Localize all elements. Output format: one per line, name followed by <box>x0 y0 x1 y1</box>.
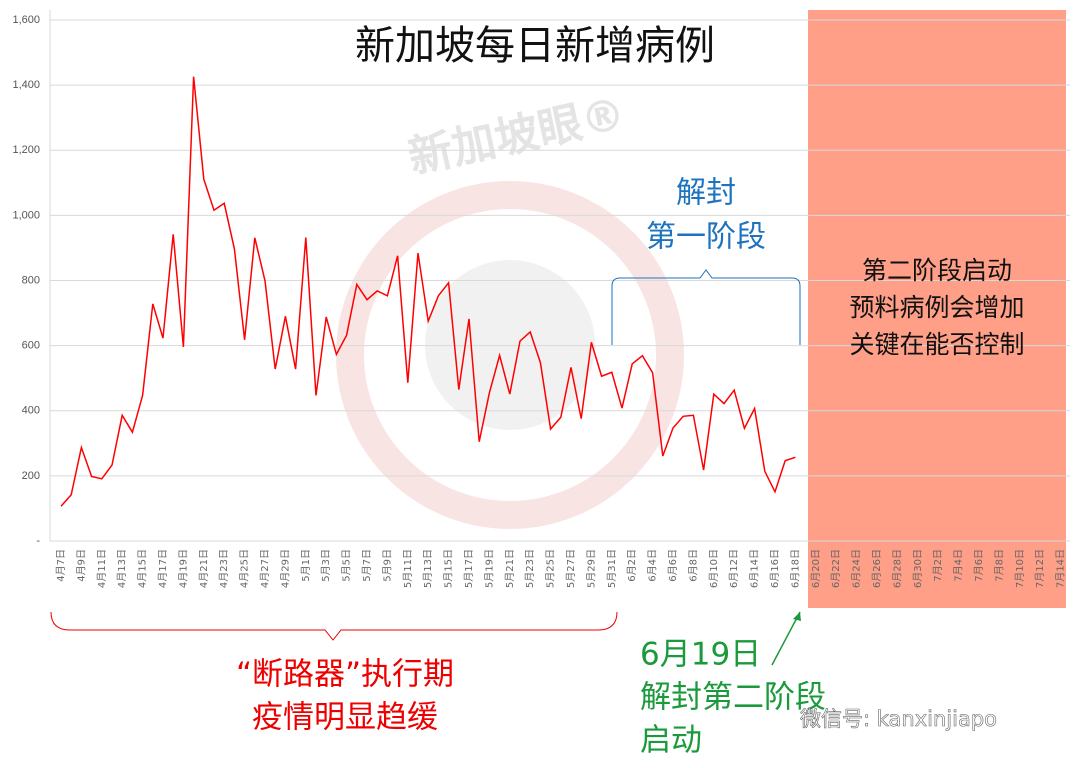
x-tick-label: 5月23日 <box>524 549 536 588</box>
annotation: 解封第二阶段 <box>640 680 826 716</box>
x-tick-label: 5月15日 <box>443 549 455 588</box>
x-tick-label: 6月4日 <box>647 549 659 582</box>
x-tick-label: 5月11日 <box>402 549 414 588</box>
annotation: 6月19日 <box>640 637 761 673</box>
brace <box>50 611 618 641</box>
annotation: 预料病例会增加 <box>849 293 1024 322</box>
y-tick-label: 1,600 <box>12 14 40 26</box>
x-tick-label: 5月13日 <box>422 549 434 588</box>
x-tick-label: 6月22日 <box>830 549 842 588</box>
annotation: 解封 <box>676 176 736 211</box>
watermark-logo <box>336 181 684 529</box>
x-tick-label: 4月21日 <box>198 549 210 588</box>
x-tick-label: 7月14日 <box>1055 549 1067 588</box>
arrow-head <box>793 612 801 621</box>
y-tick-label: 200 <box>22 470 40 482</box>
annotation: 疫情明显趋缓 <box>252 700 438 736</box>
annotation: 第二阶段启动 <box>862 256 1012 285</box>
x-tick-label: 4月29日 <box>279 549 291 588</box>
x-tick-label: 7月10日 <box>1014 549 1026 588</box>
x-tick-label: 7月6日 <box>973 549 985 582</box>
x-tick-label: 4月11日 <box>96 549 108 588</box>
watermark: 新加坡眼® <box>404 88 630 184</box>
x-tick-label: 7月2日 <box>932 549 944 582</box>
x-tick-label: 6月18日 <box>789 549 801 588</box>
x-tick-label: 6月20日 <box>810 549 822 588</box>
x-tick-label: 5月29日 <box>585 549 597 588</box>
x-tick-label: 6月24日 <box>851 549 863 588</box>
y-tick-label: - <box>36 535 40 547</box>
x-tick-label: 6月30日 <box>912 549 924 588</box>
x-tick-label: 6月12日 <box>728 549 740 588</box>
x-tick-label: 5月17日 <box>463 549 475 588</box>
annotation: 第一阶段 <box>646 220 766 255</box>
x-tick-label: 6月8日 <box>687 549 699 582</box>
annotation: 启动 <box>640 723 702 759</box>
arrow <box>771 611 801 666</box>
x-tick-label: 4月27日 <box>259 549 271 588</box>
wechat-id: 微信号: kanxinjiapo <box>800 707 997 731</box>
x-tick-label: 4月23日 <box>218 549 230 588</box>
x-tick-label: 5月19日 <box>483 549 495 588</box>
x-tick-label: 5月25日 <box>545 549 557 588</box>
x-tick-label: 6月26日 <box>871 549 883 588</box>
y-tick-label: 800 <box>22 274 40 286</box>
brace <box>611 269 801 345</box>
y-tick-label: 1,000 <box>12 209 40 221</box>
x-tick-label: 4月17日 <box>157 549 169 588</box>
chart-title: 新加坡每日新增病例 <box>355 23 715 69</box>
phase2-shade <box>808 10 1066 608</box>
x-tick-label: 5月7日 <box>361 549 373 582</box>
x-tick-label: 5月9日 <box>381 549 393 582</box>
x-tick-label: 6月14日 <box>749 549 761 588</box>
x-tick-label: 7月12日 <box>1034 549 1046 588</box>
annotation: 关键在能否控制 <box>849 330 1024 359</box>
x-tick-label: 4月25日 <box>239 549 251 588</box>
annotation: “断路器”执行期 <box>236 657 454 693</box>
x-tick-label: 4月9日 <box>75 549 87 582</box>
data-line <box>60 76 796 507</box>
x-tick-label: 4月19日 <box>177 549 189 588</box>
x-tick-label: 5月31日 <box>606 549 618 588</box>
x-tick-label: 6月16日 <box>769 549 781 588</box>
x-tick-label: 6月10日 <box>708 549 720 588</box>
x-tick-label: 5月1日 <box>300 549 312 582</box>
x-tick-label: 6月28日 <box>891 549 903 588</box>
x-tick-label: 7月8日 <box>993 549 1005 582</box>
y-tick-label: 400 <box>22 405 40 417</box>
x-tick-label: 5月3日 <box>320 549 332 582</box>
x-tick-label: 4月13日 <box>116 549 128 588</box>
x-tick-label: 6月2日 <box>626 549 638 582</box>
x-tick-label: 5月27日 <box>565 549 577 588</box>
x-tick-label: 5月21日 <box>504 549 516 588</box>
x-tick-label: 6月6日 <box>667 549 679 582</box>
y-tick-label: 600 <box>22 340 40 352</box>
x-tick-label: 5月5日 <box>341 549 353 582</box>
x-tick-label: 7月4日 <box>953 549 965 582</box>
y-tick-label: 1,200 <box>12 144 40 156</box>
y-tick-label: 1,400 <box>12 79 40 91</box>
x-tick-label: 4月7日 <box>55 549 67 582</box>
x-tick-label: 4月15日 <box>137 549 149 588</box>
watermark-logo <box>425 260 595 430</box>
